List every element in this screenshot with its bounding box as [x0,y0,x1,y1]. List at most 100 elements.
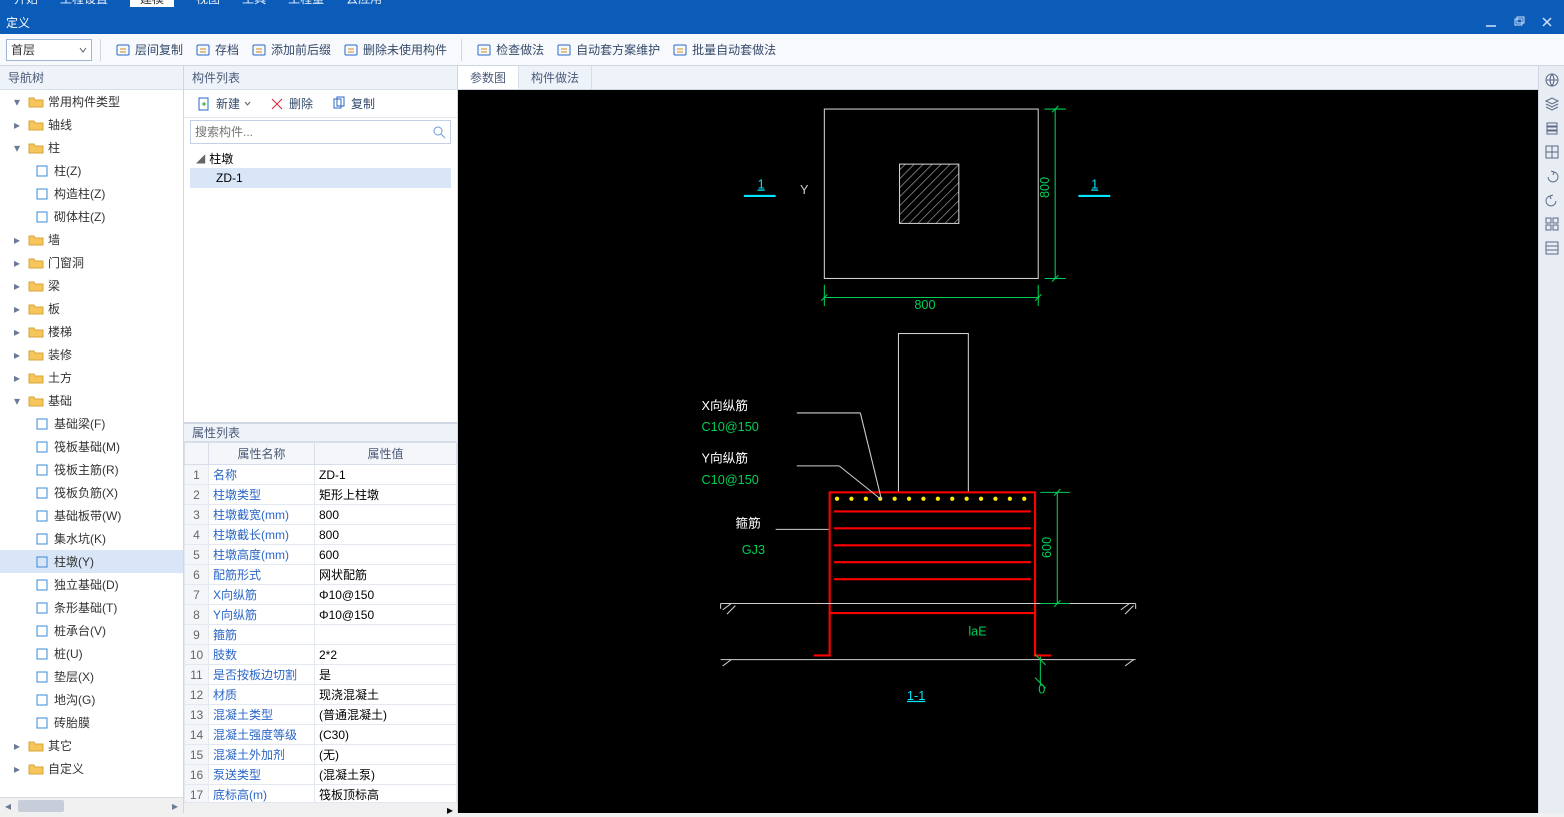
property-row[interactable]: 5柱墩高度(mm)600 [185,545,457,565]
nav-item[interactable]: 基础梁(F) [0,412,183,435]
component-tree[interactable]: ◢ 柱墩 ZD-1 [184,146,457,422]
rtool-layers[interactable] [1542,94,1562,114]
property-row[interactable]: 17底标高(m)筏板顶标高 [185,785,457,803]
nav-item[interactable]: 砌体柱(Z) [0,205,183,228]
menu-tools[interactable]: 工具 [242,0,266,7]
nav-item[interactable]: 地沟(G) [0,688,183,711]
prop-value[interactable]: 600 [315,545,457,565]
property-row[interactable]: 16泵送类型(混凝土泵) [185,765,457,785]
property-row[interactable]: 7X向纵筋Φ10@150 [185,585,457,605]
rtool-globe[interactable] [1542,70,1562,90]
nav-item[interactable]: 柱墩(Y) [0,550,183,573]
prop-value[interactable]: 800 [315,525,457,545]
tb-delete-unused[interactable]: 删除未使用构件 [337,39,453,61]
property-row[interactable]: 8Y向纵筋Φ10@150 [185,605,457,625]
tab-component-method[interactable]: 构件做法 [519,66,592,89]
rtool-grid[interactable] [1542,142,1562,162]
property-body[interactable]: 属性名称 属性值 1名称ZD-12柱墩类型矩形上柱墩3柱墩截宽(mm)8004柱… [184,442,457,802]
property-row[interactable]: 12材质现浇混凝土 [185,685,457,705]
prop-value[interactable]: (无) [315,745,457,765]
property-row[interactable]: 13混凝土类型(普通混凝土) [185,705,457,725]
nav-body[interactable]: ▾常用构件类型▸轴线▾柱柱(Z)构造柱(Z)砌体柱(Z)▸墙▸门窗洞▸梁▸板▸楼… [0,90,183,797]
rtool-props[interactable] [1542,238,1562,258]
prop-value[interactable]: 现浇混凝土 [315,685,457,705]
menu-quantity[interactable]: 工程量 [288,0,324,7]
nav-cat[interactable]: ▾基础 [0,389,183,412]
property-row[interactable]: 6配筋形式网状配筋 [185,565,457,585]
new-button[interactable]: 新建 [190,93,257,115]
menu-view[interactable]: 视图 [196,0,220,7]
nav-cat[interactable]: ▸梁 [0,274,183,297]
prop-value[interactable]: 筏板顶标高 [315,785,457,803]
component-item[interactable]: ZD-1 [190,168,451,188]
nav-item[interactable]: 桩承台(V) [0,619,183,642]
nav-cat[interactable]: ▸墙 [0,228,183,251]
nav-cat[interactable]: ▸门窗洞 [0,251,183,274]
menu-model[interactable]: 建模 [130,0,174,7]
prop-value[interactable]: 800 [315,505,457,525]
property-row[interactable]: 4柱墩截长(mm)800 [185,525,457,545]
prop-value[interactable]: Φ10@150 [315,585,457,605]
nav-cat[interactable]: ▸板 [0,297,183,320]
menu-start[interactable]: 开始 [14,0,38,7]
property-row[interactable]: 15混凝土外加剂(无) [185,745,457,765]
rtool-stack[interactable] [1542,118,1562,138]
prop-value[interactable]: (C30) [315,725,457,745]
nav-item[interactable]: 筏板主筋(R) [0,458,183,481]
nav-cat[interactable]: ▸楼梯 [0,320,183,343]
prop-value[interactable]: (普通混凝土) [315,705,457,725]
copy-button[interactable]: 复制 [325,93,381,115]
scroll-thumb[interactable] [18,800,64,812]
nav-item[interactable]: 垫层(X) [0,665,183,688]
prop-value[interactable]: 是 [315,665,457,685]
rtool-undo[interactable] [1542,166,1562,186]
nav-cat[interactable]: ▾常用构件类型 [0,90,183,113]
nav-item[interactable]: 砖胎膜 [0,711,183,734]
rtool-redo[interactable] [1542,190,1562,210]
tb-copy-floors[interactable]: 层间复制 [109,39,189,61]
restore-button[interactable] [1508,14,1530,30]
prop-value[interactable]: 网状配筋 [315,565,457,585]
tb-check[interactable]: 检查做法 [470,39,550,61]
component-search[interactable] [190,120,451,144]
nav-item[interactable]: 桩(U) [0,642,183,665]
nav-item[interactable]: 柱(Z) [0,159,183,182]
nav-cat[interactable]: ▸其它 [0,734,183,757]
nav-item[interactable]: 筏板基础(M) [0,435,183,458]
delete-button[interactable]: 删除 [263,93,319,115]
nav-cat[interactable]: ▸装修 [0,343,183,366]
property-row[interactable]: 1名称ZD-1 [185,465,457,485]
nav-hscroll[interactable]: ◂ ▸ [0,797,183,813]
prop-value[interactable]: 2*2 [315,645,457,665]
tb-add-around[interactable]: 添加前后缀 [245,39,337,61]
property-row[interactable]: 10肢数2*2 [185,645,457,665]
minimize-button[interactable] [1480,14,1502,30]
rtool-style[interactable] [1542,214,1562,234]
property-row[interactable]: 14混凝土强度等级(C30) [185,725,457,745]
property-row[interactable]: 9箍筋 [185,625,457,645]
nav-cat[interactable]: ▾柱 [0,136,183,159]
prop-value[interactable]: Φ10@150 [315,605,457,625]
nav-cat[interactable]: ▸轴线 [0,113,183,136]
tb-batch[interactable]: 批量自动套做法 [666,39,782,61]
menu-cloud[interactable]: 云应用 [346,0,382,7]
nav-item[interactable]: 构造柱(Z) [0,182,183,205]
property-row[interactable]: 11是否按板边切割是 [185,665,457,685]
scroll-left-icon[interactable]: ◂ [0,798,16,814]
scroll-right-icon[interactable]: ▸ [167,798,183,814]
property-row[interactable]: 3柱墩截宽(mm)800 [185,505,457,525]
nav-item[interactable]: 独立基础(D) [0,573,183,596]
prop-value[interactable]: 矩形上柱墩 [315,485,457,505]
component-search-input[interactable] [195,125,432,139]
nav-item[interactable]: 基础板带(W) [0,504,183,527]
menu-settings[interactable]: 工程设置 [60,0,108,7]
prop-value[interactable] [315,625,457,645]
prop-value[interactable]: ZD-1 [315,465,457,485]
tb-auto[interactable]: 自动套方案维护 [550,39,666,61]
diagram-canvas[interactable]: 800 800 1 1 Y [458,90,1538,813]
floor-selector[interactable]: 首层 [6,39,92,61]
nav-cat[interactable]: ▸土方 [0,366,183,389]
tb-archive[interactable]: 存档 [189,39,245,61]
nav-item[interactable]: 筏板负筋(X) [0,481,183,504]
property-row[interactable]: 2柱墩类型矩形上柱墩 [185,485,457,505]
